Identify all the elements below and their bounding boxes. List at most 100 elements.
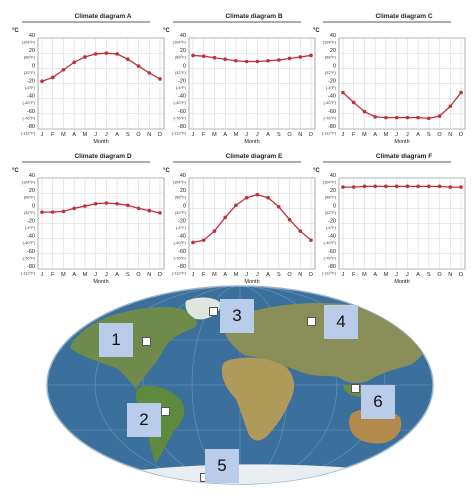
data-point — [40, 79, 44, 84]
x-tick-label: J — [94, 272, 97, 278]
location-marker-1 — [142, 337, 151, 346]
temperature-line — [192, 54, 312, 63]
data-point — [448, 185, 453, 189]
x-tick-label: O — [287, 132, 292, 138]
y-tick-fahrenheit: (32°F) — [175, 210, 187, 215]
y-tick-label: 20 — [330, 48, 336, 54]
x-axis-label: Month — [394, 139, 409, 145]
y-tick-label: 20 — [180, 188, 186, 194]
data-point — [394, 115, 399, 120]
x-tick-label: F — [352, 272, 356, 278]
y-tick-label: -40 — [27, 234, 35, 240]
temperature-line — [343, 185, 461, 188]
data-point — [158, 77, 162, 81]
x-tick-label: J — [41, 132, 44, 138]
y-tick-label: 20 — [29, 48, 35, 54]
x-tick-label: A — [373, 272, 377, 278]
location-label-1: 1 — [99, 323, 133, 357]
location-marker-3 — [209, 307, 218, 316]
y-tick-fahrenheit: (-112°F) — [21, 271, 36, 276]
x-tick-label: J — [245, 132, 248, 138]
y-tick-fahrenheit: (68°F) — [175, 55, 187, 60]
data-point — [72, 206, 76, 211]
x-tick-label: F — [51, 272, 55, 278]
y-tick-fahrenheit: (-112°F) — [322, 131, 337, 136]
unit-label: °C — [12, 168, 19, 174]
y-tick-label: -40 — [328, 234, 336, 240]
data-point — [104, 201, 109, 205]
location-label-4: 4 — [324, 305, 358, 339]
x-tick-label: M — [234, 272, 239, 278]
y-tick-label: 40 — [180, 173, 186, 179]
data-point — [126, 203, 130, 208]
data-point — [147, 208, 152, 213]
y-tick-fahrenheit: (68°F) — [325, 195, 337, 200]
data-point — [405, 184, 410, 189]
temperature-line — [342, 92, 462, 120]
location-marker-2 — [161, 407, 170, 416]
data-point — [362, 184, 367, 189]
y-tick-label: -20 — [178, 219, 186, 225]
y-tick-fahrenheit: (104°F) — [323, 40, 337, 45]
y-tick-label: -60 — [27, 249, 35, 255]
x-tick-label: M — [362, 132, 367, 138]
y-tick-fahrenheit: (-40°F) — [174, 240, 187, 245]
x-tick-label: D — [459, 272, 463, 278]
unit-label: °C — [313, 168, 320, 174]
x-tick-label: S — [427, 132, 431, 138]
data-point — [341, 185, 345, 189]
climate-charts: Climate diagram A °C 40 (104°F) 20 (68°F) 0 (32… — [12, 13, 466, 285]
x-tick-label: J — [105, 132, 108, 138]
y-tick-label: -60 — [27, 109, 35, 115]
y-tick-label: 0 — [333, 203, 336, 209]
x-tick-label: S — [277, 132, 281, 138]
data-point — [459, 185, 463, 189]
climate-chart-5: Climate diagram E °C 40(104°F) 20(68°F) 0(32… — [163, 153, 316, 285]
y-tick-label: -60 — [328, 109, 336, 115]
x-tick-label: O — [136, 272, 141, 278]
x-tick-label: F — [51, 132, 55, 138]
y-tick-label: -60 — [328, 249, 336, 255]
x-tick-label: A — [266, 272, 270, 278]
x-tick-label: J — [192, 272, 195, 278]
x-tick-label: M — [212, 272, 217, 278]
x-tick-label: D — [459, 132, 463, 138]
y-tick-label: 40 — [29, 33, 35, 39]
y-tick-fahrenheit: (-4°F) — [176, 225, 187, 230]
x-tick-label: M — [83, 132, 88, 138]
y-tick-label: -60 — [178, 249, 186, 255]
x-tick-label: J — [395, 272, 398, 278]
data-point — [416, 115, 420, 120]
data-point — [459, 90, 463, 95]
y-tick-fahrenheit: (32°F) — [24, 70, 36, 75]
x-tick-label: S — [126, 272, 130, 278]
x-tick-label: A — [72, 132, 76, 138]
x-tick-label: J — [406, 132, 409, 138]
y-tick-label: -20 — [27, 79, 35, 85]
unit-label: °C — [163, 28, 170, 34]
data-point — [341, 90, 345, 95]
y-tick-label: -80 — [328, 264, 336, 270]
data-point — [298, 55, 303, 59]
data-point — [147, 71, 152, 75]
data-point — [191, 53, 195, 58]
x-tick-label: J — [41, 272, 44, 278]
x-tick-label: A — [223, 132, 227, 138]
data-point — [255, 192, 260, 197]
y-tick-label: 40 — [330, 33, 336, 39]
x-tick-label: S — [126, 132, 130, 138]
x-tick-label: A — [373, 132, 377, 138]
y-tick-fahrenheit: (-76°F) — [324, 255, 337, 260]
data-point — [212, 55, 217, 60]
data-point — [437, 184, 442, 189]
y-tick-label: 20 — [330, 188, 336, 194]
y-tick-label: -60 — [178, 109, 186, 115]
x-tick-label: J — [395, 132, 398, 138]
eurasia — [222, 303, 429, 384]
climate-charts-svg: Climate diagram A°C40(104°F)20(68°F)0(32… — [12, 13, 466, 285]
temperature-line — [192, 194, 312, 244]
x-axis-label: Month — [93, 279, 108, 285]
x-tick-label: A — [115, 272, 119, 278]
y-tick-fahrenheit: (68°F) — [325, 55, 337, 60]
data-point — [136, 206, 141, 211]
